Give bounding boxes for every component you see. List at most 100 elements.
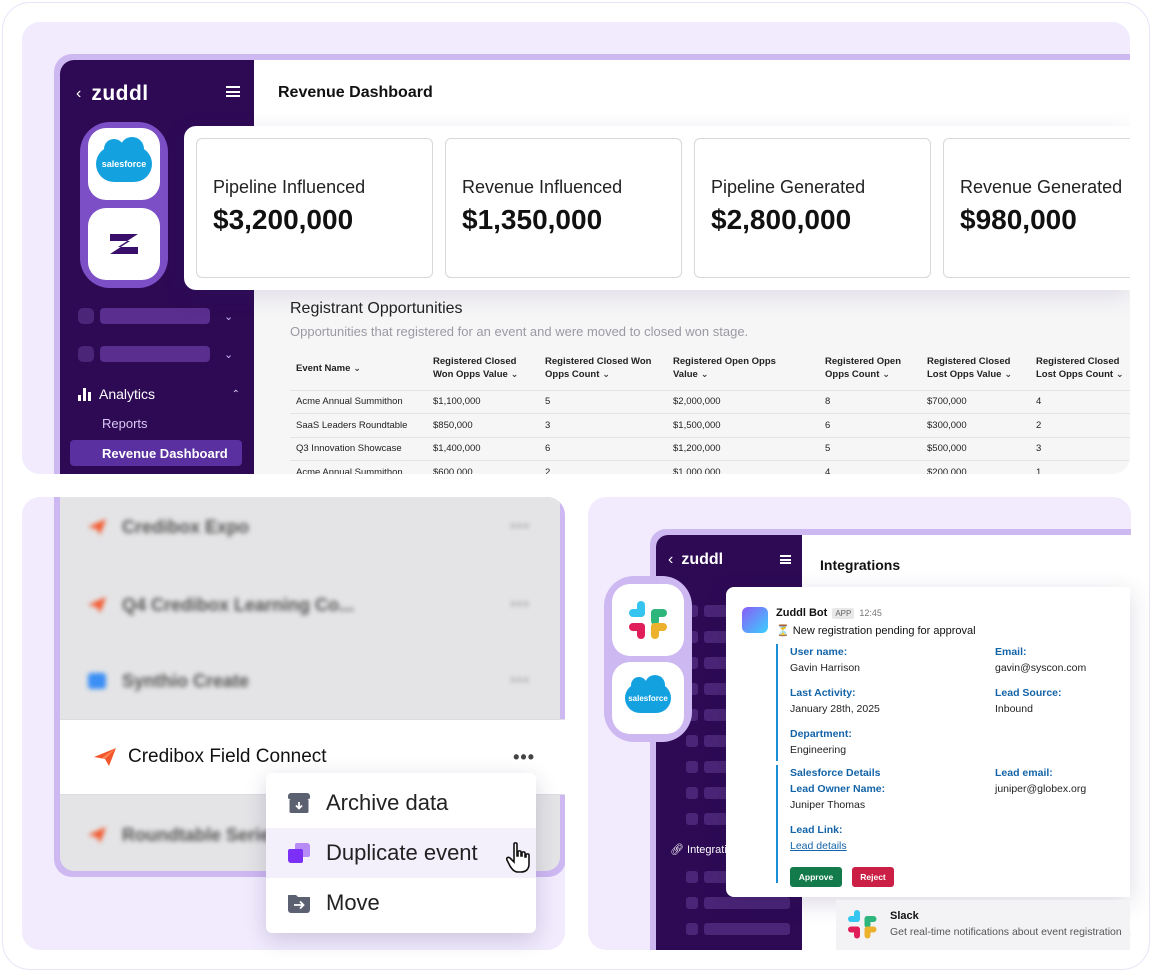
column-header[interactable]: Registered Open Opps Count ⌄ [825, 356, 902, 381]
more-icon[interactable]: ••• [510, 672, 530, 689]
message-text: ⏳ New registration pending for approval [776, 625, 976, 637]
brand-logo: zuddl [681, 551, 724, 568]
paper-plane-icon [88, 827, 106, 843]
move-icon [288, 895, 310, 913]
sidebar-item-analytics[interactable]: Analytics ⌃ [78, 386, 240, 402]
hamburger-icon[interactable] [780, 555, 791, 564]
kpi-value: $980,000 [960, 204, 1077, 235]
column-header[interactable]: Event Name ⌄ [296, 363, 361, 375]
reject-button[interactable]: Reject [852, 867, 894, 887]
chevron-up-icon: ⌃ [231, 388, 240, 400]
slack-tile[interactable] [612, 584, 684, 656]
slack-logo-icon [848, 910, 877, 939]
app-badge: APP [832, 607, 855, 619]
zuddl-logo-icon [110, 234, 138, 254]
column-header[interactable]: Registered Closed Lost Opps Count ⌄ [1036, 356, 1124, 381]
field-lead-email: Lead email: juniper@globex.org [995, 767, 1087, 795]
table-row[interactable]: Q3 Innovation Showcase $1,400,000 6 $1,200,… [290, 436, 1130, 461]
revenue-dashboard-panel: ‹ zuddl ⌄ ⌄ Analytics ⌃ Reports Revenue … [22, 22, 1130, 474]
field-lead-link: Lead Link: Lead details [790, 824, 847, 852]
brand-logo: zuddl [91, 82, 149, 105]
message-header: Zuddl Bot APP 12:45 [776, 607, 882, 619]
brand[interactable]: ‹ zuddl [668, 551, 723, 569]
kpi-card[interactable]: Revenue Influenced $1,350,000 [445, 138, 682, 278]
slack-logo-icon [629, 601, 667, 639]
salesforce-tile[interactable]: salesforce [88, 128, 160, 200]
table-row[interactable]: SaaS Leaders Roundtable $850,000 3 $1,500,0… [290, 413, 1130, 437]
page-title: Revenue Dashboard [278, 84, 433, 101]
integration-tiles: salesforce [80, 122, 168, 288]
sidebar-item-placeholder[interactable] [686, 897, 792, 909]
kpi-cards: Pipeline Influenced $3,200,000 Revenue I… [184, 126, 1130, 290]
archive-icon [288, 793, 310, 813]
more-icon[interactable]: ••• [510, 518, 530, 535]
kpi-card[interactable]: Revenue Generated $980,000 [943, 138, 1130, 278]
back-icon[interactable]: ‹ [668, 551, 674, 568]
list-item[interactable]: Synthio Create ••• [60, 643, 560, 719]
lead-details-link[interactable]: Lead details [790, 840, 847, 852]
more-icon[interactable]: ••• [510, 596, 530, 613]
list-item[interactable]: Roundtable Series [60, 797, 560, 871]
hand-pointer-icon [506, 842, 530, 873]
field-last-activity: Last Activity: January 28th, 2025 [790, 687, 880, 715]
approve-button[interactable]: Approve [790, 867, 842, 887]
table-row[interactable]: Acme Annual Summithon $600,000 2 $1,000,000… [290, 460, 1130, 474]
back-icon[interactable]: ‹ [76, 85, 82, 102]
opportunities-table: Event Name ⌄ Registered Closed Won Opps V… [290, 348, 1130, 474]
kpi-label: Pipeline Generated [711, 177, 866, 197]
column-header[interactable]: Registered Closed Lost Opps Value ⌄ [927, 356, 1012, 381]
integration-description: Get real-time notifications about event … [890, 926, 1122, 938]
kpi-label: Revenue Influenced [462, 177, 623, 197]
integration-tiles: salesforce [604, 576, 692, 742]
salesforce-logo-icon: salesforce [96, 137, 152, 182]
list-item[interactable]: Credibox Expo ••• [60, 497, 560, 565]
sidebar-item-reports[interactable]: Reports [102, 416, 148, 431]
sidebar-item-revenue-dashboard[interactable]: Revenue Dashboard [70, 440, 242, 466]
registration-details: User name: Gavin Harrison Email: gavin@sys… [776, 644, 1130, 761]
integration-row-slack[interactable]: Slack Get real-time notifications about … [836, 900, 1130, 950]
event-title: Credibox Field Connect [128, 746, 327, 767]
column-header[interactable]: Registered Closed Won Opps Count ⌄ [545, 356, 652, 381]
sidebar-item-placeholder[interactable] [686, 923, 792, 935]
column-header[interactable]: Registered Closed Won Opps Value ⌄ [433, 356, 519, 381]
field-user-name: User name: Gavin Harrison [790, 646, 861, 674]
field-department: Department: Engineering [790, 728, 852, 756]
section-title: Registrant Opportunities [290, 300, 463, 317]
integration-name: Slack [890, 910, 919, 922]
sidebar-item-integrations[interactable]: 🔗︎ Integrati [670, 844, 727, 856]
bar-chart-icon [78, 387, 91, 401]
list-item[interactable]: Q4 Credibox Learning Co... ••• [60, 567, 560, 643]
field-lead-source: Lead Source: Inbound [995, 687, 1062, 715]
section-subtitle: Opportunities that registered for an eve… [290, 324, 749, 339]
table-row[interactable]: Acme Annual Summithon $1,100,000 5 $2,000,0… [290, 389, 1130, 414]
link-icon: 🔗︎ [670, 844, 684, 856]
paper-plane-icon [94, 748, 116, 766]
kpi-card[interactable]: Pipeline Influenced $3,200,000 [196, 138, 433, 278]
menu-item-archive[interactable]: Archive data [266, 778, 536, 828]
brand[interactable]: ‹ zuddl [76, 82, 149, 106]
bot-avatar [742, 607, 768, 633]
kpi-label: Pipeline Influenced [213, 177, 366, 197]
column-header[interactable]: Registered Open Opps Value ⌄ [673, 356, 776, 381]
salesforce-tile[interactable]: salesforce [612, 662, 684, 734]
kpi-label: Revenue Generated [960, 177, 1123, 197]
kpi-value: $1,350,000 [462, 204, 603, 235]
sidebar-item-placeholder[interactable]: ⌄ [78, 346, 240, 362]
slack-message-card: Zuddl Bot APP 12:45 ⏳ New registration p… [726, 587, 1130, 897]
hamburger-icon[interactable] [226, 86, 240, 97]
paper-plane-icon [88, 519, 106, 535]
kpi-card[interactable]: Pipeline Generated $2,800,000 [694, 138, 931, 278]
event-icon [88, 673, 106, 689]
menu-item-move[interactable]: Move [266, 878, 536, 928]
more-options-icon[interactable]: ••• [513, 746, 535, 767]
menu-item-duplicate[interactable]: Duplicate event [266, 828, 536, 878]
context-menu: Archive data Duplicate event Move [266, 773, 536, 933]
message-time: 12:45 [859, 608, 882, 618]
kpi-value: $3,200,000 [213, 204, 354, 235]
page-title: Integrations [820, 557, 901, 573]
salesforce-logo-icon: salesforce [625, 675, 671, 713]
bot-name[interactable]: Zuddl Bot [776, 607, 828, 619]
sidebar-item-placeholder[interactable]: ⌄ [78, 308, 240, 324]
kpi-value: $2,800,000 [711, 204, 852, 235]
zuddl-tile[interactable] [88, 208, 160, 280]
